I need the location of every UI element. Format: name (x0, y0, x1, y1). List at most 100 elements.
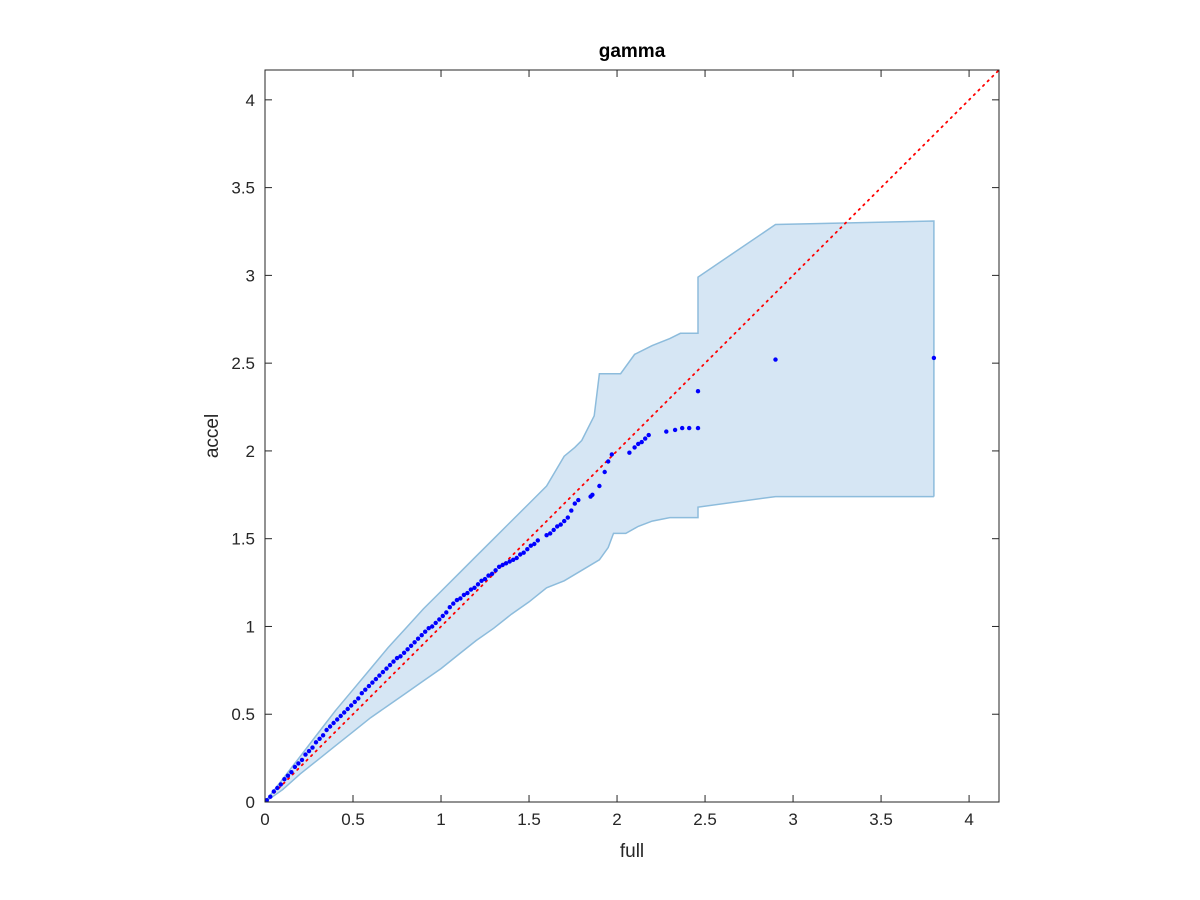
confidence-band (265, 220, 935, 802)
plot-area (265, 70, 999, 802)
y-tick-label: 2 (246, 442, 255, 461)
data-point (303, 752, 308, 757)
data-point (493, 568, 498, 573)
band-fill (265, 221, 934, 802)
data-point (359, 691, 364, 696)
data-point (324, 727, 329, 733)
data-point (391, 659, 396, 664)
data-point (415, 636, 421, 641)
data-point (521, 550, 526, 555)
data-point (482, 576, 488, 582)
data-point (306, 748, 312, 754)
data-point (278, 782, 283, 787)
y-tick-label: 4 (246, 91, 255, 110)
data-point (551, 527, 556, 533)
data-point (408, 643, 414, 648)
data-point (576, 497, 581, 503)
axes (264, 69, 1000, 803)
y-tick-label: 1 (246, 617, 255, 636)
x-tick-labels: 0 0.5 1 1.5 2 2.5 3 3.5 4 (260, 810, 974, 829)
data-point (331, 720, 336, 726)
data-point (426, 626, 431, 631)
data-point (500, 562, 505, 568)
data-point (320, 733, 326, 738)
data-point (503, 561, 509, 566)
data-point (639, 439, 644, 445)
data-point (590, 492, 595, 497)
data-point (444, 610, 449, 615)
y-tick-label: 2.5 (231, 354, 255, 373)
data-point (627, 450, 632, 455)
data-point (632, 445, 637, 450)
data-point (352, 699, 357, 705)
data-point (555, 524, 560, 529)
data-point (687, 425, 692, 431)
data-point (465, 590, 470, 596)
data-point (289, 770, 294, 775)
data-point (572, 501, 577, 506)
data-point (437, 617, 442, 622)
data-point (489, 571, 495, 576)
band-lower-edge (265, 495, 934, 802)
data-point (377, 673, 382, 678)
data-point (423, 629, 428, 634)
x-tick-label: 4 (964, 810, 973, 829)
data-point (366, 683, 372, 689)
data-point (433, 620, 438, 626)
data-point (271, 789, 276, 794)
data-point (349, 703, 354, 708)
data-point (695, 389, 701, 394)
data-point (338, 713, 343, 719)
data-point (518, 552, 523, 557)
data-point (486, 573, 491, 578)
data-point (380, 669, 386, 675)
data-point (496, 564, 502, 569)
data-point (296, 761, 301, 766)
data-point (458, 596, 463, 601)
data-point (544, 533, 549, 538)
data-point (597, 483, 602, 489)
data-point (327, 724, 333, 729)
data-point (398, 654, 403, 659)
y-axis-label: accel (202, 414, 223, 458)
data-point (773, 357, 778, 362)
data-point (299, 757, 305, 763)
data-point (562, 518, 567, 524)
data-point (310, 745, 315, 750)
data-point (313, 740, 319, 745)
data-point (609, 452, 614, 457)
data-points (265, 355, 937, 802)
y-tick-label: 0 (246, 793, 255, 812)
data-point (292, 764, 298, 770)
data-point (275, 785, 280, 791)
data-point (532, 541, 537, 547)
x-tick-label: 3.5 (869, 810, 893, 829)
data-point (507, 559, 512, 564)
y-tick-labels: 0 0.5 1 1.5 2 2.5 3 3.5 4 (231, 91, 255, 812)
data-point (370, 680, 375, 685)
data-point (419, 633, 424, 638)
data-point (643, 436, 648, 441)
data-point (387, 662, 393, 668)
data-point (454, 597, 460, 603)
x-tick-label: 3 (788, 810, 797, 829)
data-point (342, 710, 347, 715)
data-point (548, 531, 553, 536)
data-point (356, 696, 361, 701)
x-tick-label: 2 (612, 810, 621, 829)
y-tick-label: 1.5 (231, 530, 255, 549)
reference-line (265, 70, 999, 802)
data-point (479, 578, 484, 583)
axes-box (264, 69, 1000, 803)
data-point (468, 587, 474, 592)
data-point (373, 676, 379, 682)
data-point (514, 555, 519, 561)
data-point (680, 425, 685, 431)
data-point (931, 355, 937, 361)
data-point (363, 687, 368, 692)
data-point (528, 543, 533, 548)
y-tick-label: 3.5 (231, 179, 255, 198)
data-point (461, 592, 467, 598)
data-point (384, 666, 389, 671)
data-point (636, 441, 641, 447)
